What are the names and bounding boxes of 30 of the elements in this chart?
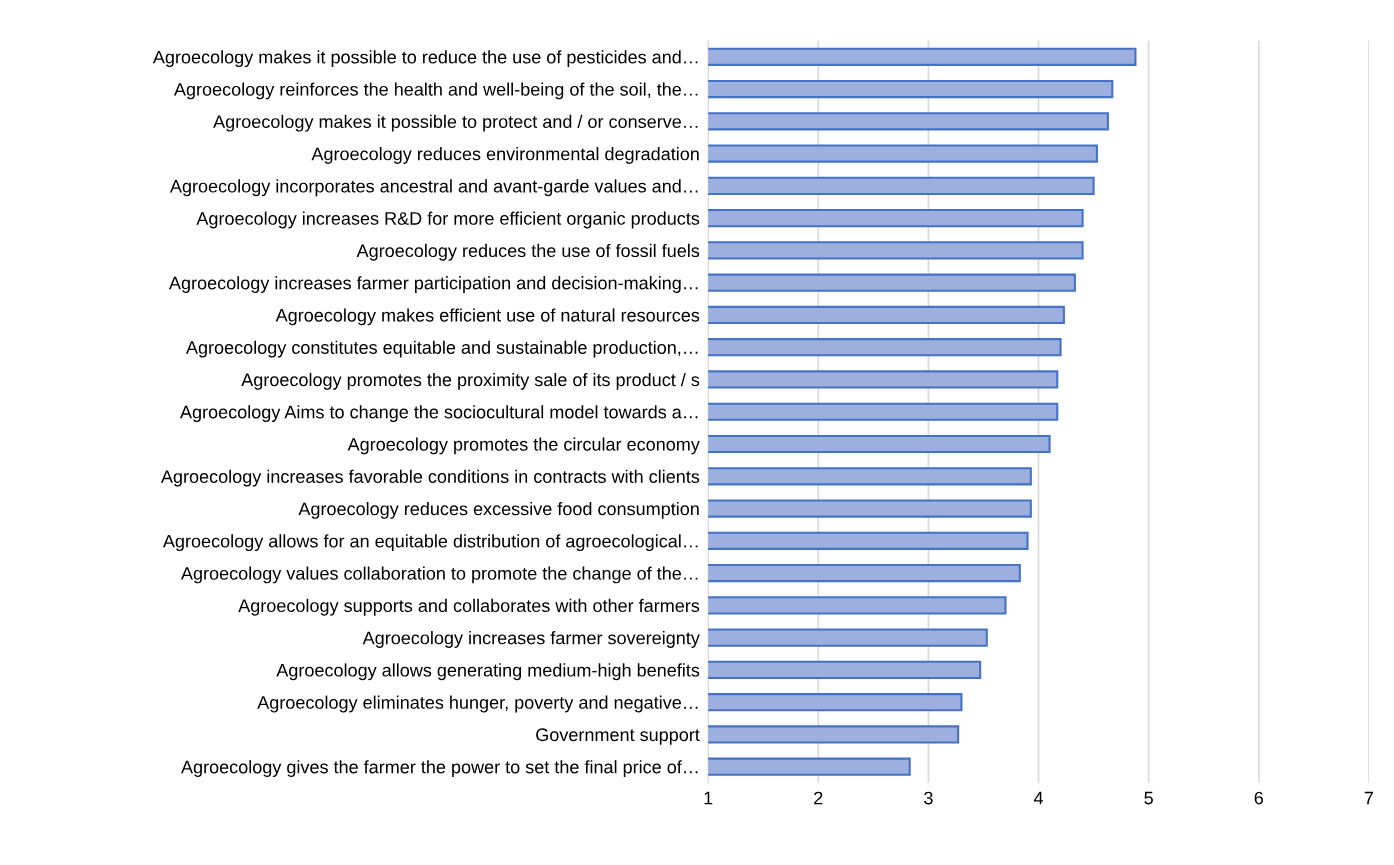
- y-tick-label: Agroecology promotes the proximity sale of its product / s: [241, 372, 700, 390]
- y-tick-label: Agroecology gives the farmer the power to set the final price of…: [181, 760, 698, 777]
- x-tick-label: 3: [924, 791, 933, 805]
- y-tick-label: Agroecology increases favorable conditions in contracts with clients: [160, 469, 700, 487]
- y-tick-label: Agroecology reduces the use of fossil fuels: [356, 243, 700, 261]
- y-tick-label: Agroecology increases R&D for more efficient organic products: [196, 211, 700, 229]
- y-tick-label: Agroecology eliminates hunger, poverty and negative…: [257, 695, 698, 713]
- y-tick-label: Agroecology makes efficient use of natural resources: [275, 308, 700, 326]
- y-tick-label: Agroecology reinforces the health and well-being of the soil, the…: [173, 82, 698, 100]
- x-tick-label: 2: [814, 791, 823, 805]
- y-tick-label: Government support: [536, 728, 700, 745]
- y-tick-label: Agroecology promotes the circular economy: [347, 437, 700, 455]
- y-tick-label: Agroecology increases farmer sovereignty: [362, 631, 700, 648]
- y-tick-label: Agroecology allows generating medium-high benefits: [276, 663, 700, 681]
- y-tick-label: Agroecology constitutes equitable and sustainable production,…: [185, 340, 698, 358]
- y-tick-label: Agroecology increases farmer participation and decision-making…: [169, 276, 698, 293]
- x-tick-label: 4: [1033, 791, 1044, 805]
- x-tick-label: 1: [704, 791, 713, 805]
- y-tick-label: Agroecology values collaboration to promote the change of the…: [180, 566, 698, 584]
- y-tick-label: Agroecology makes it possible to protect and / or conserve…: [213, 114, 698, 132]
- x-tick-label: 5: [1144, 791, 1153, 805]
- x-tick-label: 6: [1254, 791, 1264, 805]
- y-tick-label: Agroecology makes it possible to reduce the use of pesticides and…: [152, 50, 698, 68]
- y-tick-label: Agroecology reduces excessive food consumption: [298, 502, 699, 519]
- x-tick-label: 7: [1364, 791, 1374, 805]
- y-tick-label: Agroecology incorporates ancestral and avant-garde values and…: [169, 179, 698, 197]
- y-tick-label: Agroecology supports and collaborates with other farmers: [238, 598, 700, 616]
- y-tick-label: Agroecology reduces environmental degradation: [311, 147, 699, 164]
- y-tick-label: Agroecology allows for an equitable distribution of agroecological…: [162, 534, 698, 552]
- y-tick-label: Agroecology Aims to change the sociocultural model towards a…: [180, 405, 698, 423]
